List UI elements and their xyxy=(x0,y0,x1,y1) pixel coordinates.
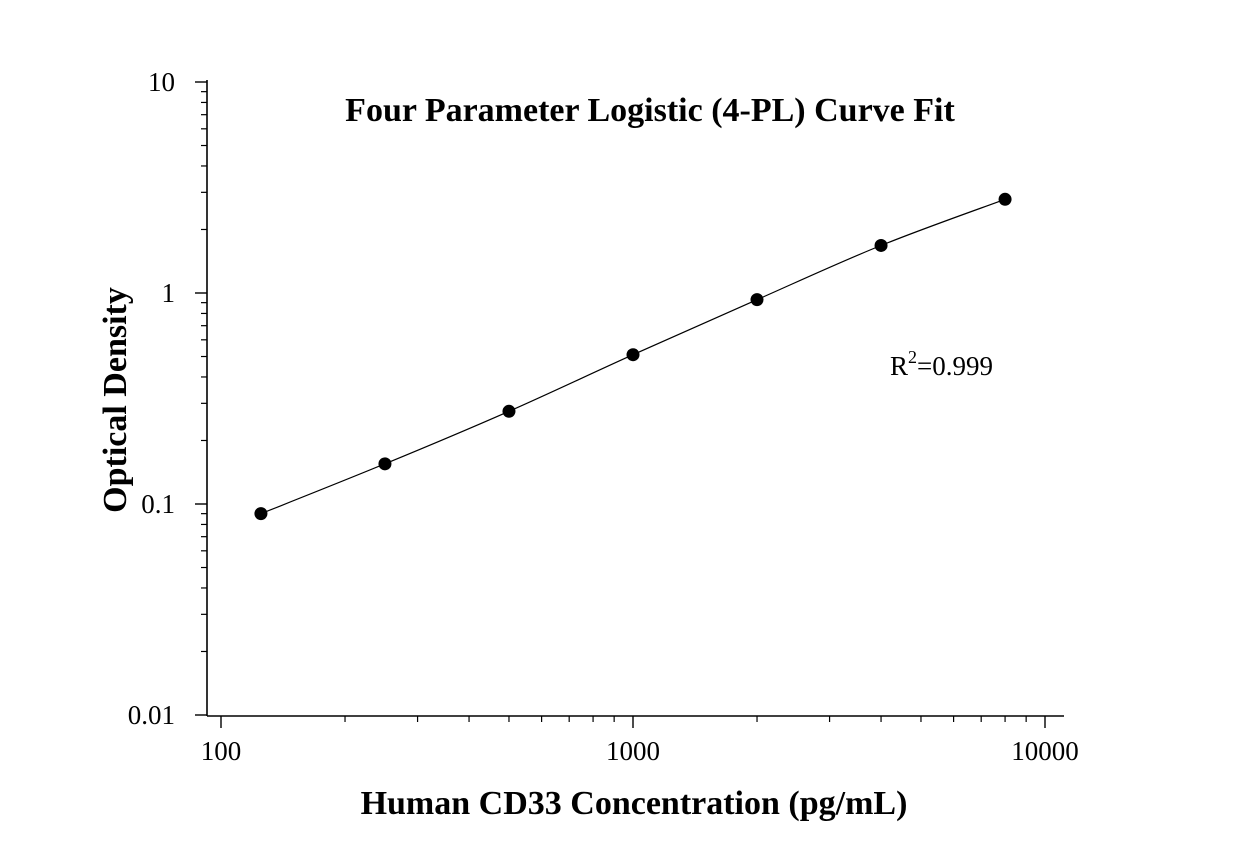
data-point xyxy=(378,457,392,471)
major-ticks xyxy=(195,81,1046,728)
axes xyxy=(206,80,1064,717)
y-axis-label: Optical Density xyxy=(97,287,134,513)
x-axis-label: Human CD33 Concentration (pg/mL) xyxy=(361,785,908,822)
minor-ticks xyxy=(201,91,1027,722)
y-tick-label: 10 xyxy=(148,67,175,97)
r-squared-value: =0.999 xyxy=(917,351,993,381)
data-point xyxy=(874,238,888,252)
data-point xyxy=(254,507,268,521)
r-squared-annotation: R2=0.999 xyxy=(890,347,993,381)
y-tick-label: 1 xyxy=(162,278,176,308)
x-tick-label: 1000 xyxy=(606,736,660,766)
chart-title: Four Parameter Logistic (4-PL) Curve Fit xyxy=(345,92,955,129)
x-tick-label: 100 xyxy=(201,736,242,766)
r-squared-superscript: 2 xyxy=(908,347,917,367)
tick-labels: 100 1000 10000 0.01 0.1 1 10 xyxy=(128,67,1079,766)
data-point xyxy=(998,192,1012,206)
data-points xyxy=(254,192,1012,521)
x-tick-label: 10000 xyxy=(1011,736,1079,766)
data-point xyxy=(626,348,640,362)
y-tick-label: 0.01 xyxy=(128,700,175,730)
data-point xyxy=(502,404,516,418)
data-point xyxy=(750,293,764,307)
y-tick-label: 0.1 xyxy=(141,489,175,519)
r-squared-prefix: R xyxy=(890,351,908,381)
